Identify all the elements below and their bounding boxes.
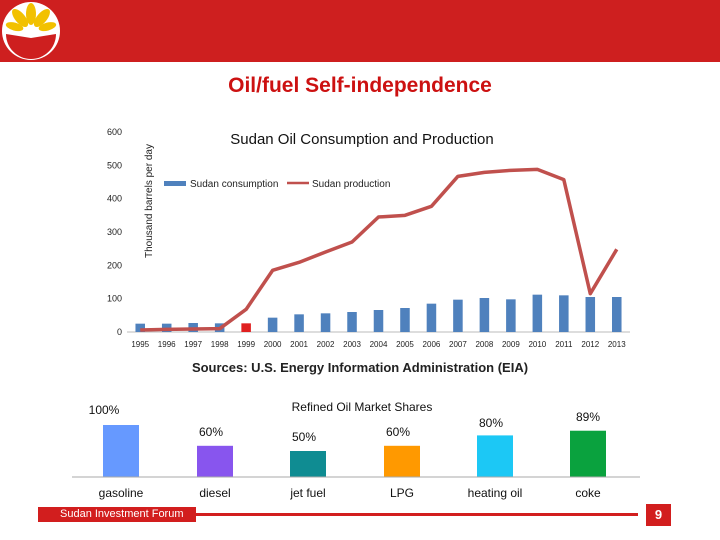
consumption-bar	[506, 299, 516, 332]
y-tick-label: 600	[107, 127, 122, 137]
consumption-bar	[532, 294, 543, 332]
consumption-bar	[400, 308, 410, 332]
consumption-bar	[611, 297, 622, 332]
consumption-bar	[294, 314, 304, 332]
chart-title: Sudan Oil Consumption and Production	[230, 131, 494, 148]
share-bar	[290, 451, 326, 477]
x-tick-label: 2004	[370, 340, 388, 349]
share-bar	[197, 445, 233, 477]
consumption-bar	[241, 323, 251, 332]
x-tick-label: 2000	[264, 340, 282, 349]
consumption-bar	[347, 312, 357, 332]
x-tick-label: 1998	[211, 340, 229, 349]
x-tick-label: 2001	[290, 340, 308, 349]
y-tick-label: 0	[117, 327, 122, 337]
legend-label-production: Sudan production	[312, 179, 390, 190]
data-label: 89%	[576, 410, 600, 424]
x-tick-label: gasoline	[99, 486, 144, 500]
x-tick-label: 2013	[608, 340, 626, 349]
y-tick-label: 500	[107, 160, 122, 170]
share-bar	[103, 425, 139, 477]
footer-rule	[196, 513, 638, 516]
consumption-bar	[453, 299, 463, 332]
company-logo	[2, 2, 60, 60]
chart-title: Refined Oil Market Shares	[292, 400, 433, 414]
x-tick-label: coke	[575, 486, 601, 500]
x-tick-label: 2012	[581, 340, 599, 349]
x-tick-label: 2010	[528, 340, 546, 349]
consumption-bar	[426, 303, 437, 332]
x-tick-label: 1996	[158, 340, 176, 349]
data-label: 60%	[386, 425, 410, 439]
data-label: 80%	[479, 416, 503, 430]
y-tick-label: 200	[107, 260, 122, 270]
sources-note: Sources: U.S. Energy Information Adminis…	[191, 360, 529, 375]
header-band	[0, 0, 720, 62]
x-tick-label: jet fuel	[289, 486, 325, 500]
x-tick-label: 2009	[502, 340, 520, 349]
consumption-bar	[559, 295, 569, 332]
x-tick-label: 2011	[555, 340, 573, 349]
consumption-bar	[267, 317, 278, 332]
legend-label-consumption: Sudan consumption	[190, 179, 278, 190]
y-tick-label: 300	[107, 227, 122, 237]
page-number: 9	[646, 504, 671, 526]
y-tick-label: 100	[107, 294, 122, 304]
y-tick-label: 400	[107, 194, 122, 204]
x-tick-label: 2007	[449, 340, 467, 349]
y-axis-label: Thousand barrels per day	[144, 144, 155, 258]
share-bar	[570, 430, 606, 477]
x-tick-label: diesel	[199, 486, 230, 500]
x-tick-label: 2005	[396, 340, 414, 349]
x-tick-label: heating oil	[468, 486, 523, 500]
x-tick-label: LPG	[390, 486, 414, 500]
legend-swatch-consumption	[164, 181, 186, 186]
share-bar	[477, 435, 513, 477]
data-label: 100%	[89, 403, 120, 417]
x-tick-label: 1999	[237, 340, 255, 349]
consumption-bar	[135, 323, 146, 332]
consumption-bar	[479, 298, 490, 332]
consumption-bar	[373, 310, 384, 332]
consumption-bar	[585, 297, 596, 332]
share-bar	[384, 445, 420, 477]
footer-text: Sudan Investment Forum	[38, 507, 196, 522]
x-tick-label: 2008	[475, 340, 493, 349]
x-tick-label: 1997	[184, 340, 202, 349]
x-tick-label: 2002	[317, 340, 335, 349]
x-tick-label: 2006	[423, 340, 441, 349]
production-line	[140, 167, 619, 332]
consumption-bar	[320, 313, 331, 332]
data-label: 50%	[292, 430, 316, 444]
data-label: 60%	[199, 425, 223, 439]
x-tick-label: 2003	[343, 340, 361, 349]
x-tick-label: 1995	[131, 340, 149, 349]
slide-title: Oil/fuel Self-independence	[228, 74, 492, 97]
